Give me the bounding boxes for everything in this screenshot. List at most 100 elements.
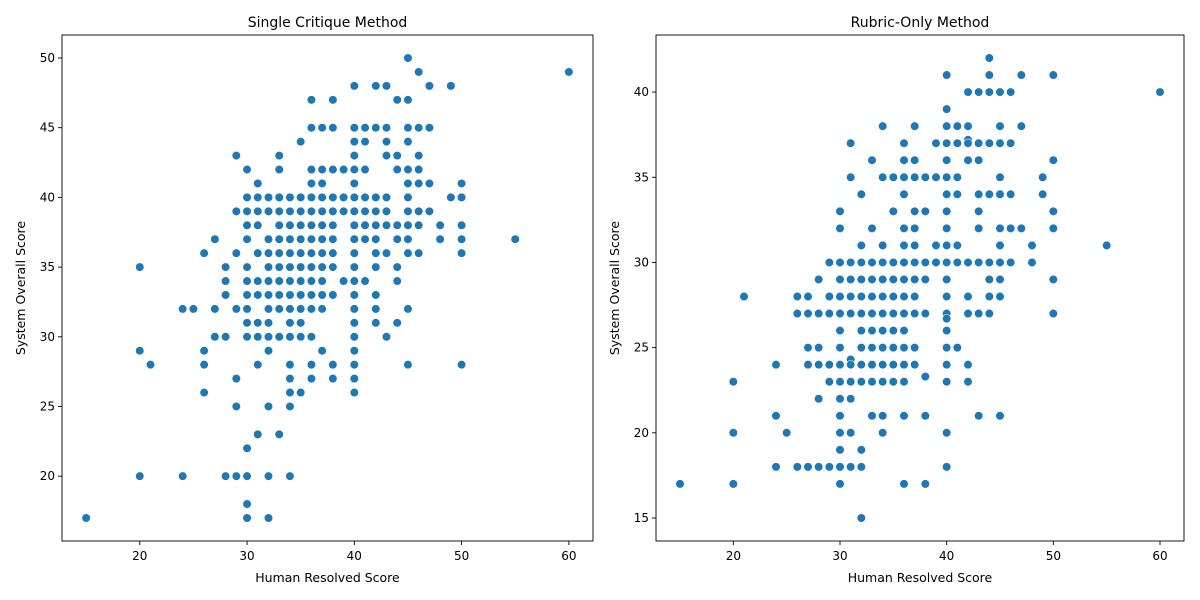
- data-point: [274, 234, 284, 244]
- data-point: [414, 220, 424, 230]
- data-point: [446, 192, 456, 202]
- data-point: [824, 291, 834, 302]
- data-point: [835, 223, 845, 233]
- data-point: [846, 428, 856, 438]
- data-point: [846, 377, 856, 387]
- data-point: [952, 172, 962, 182]
- data-point: [296, 387, 306, 398]
- data-point: [135, 262, 145, 272]
- data-point: [963, 121, 973, 131]
- data-point: [814, 308, 824, 319]
- data-point: [942, 325, 952, 336]
- data-point: [771, 462, 781, 472]
- data-point: [424, 178, 435, 189]
- data-point: [942, 155, 952, 165]
- data-point: [424, 81, 435, 91]
- data-point: [328, 374, 338, 384]
- data-point: [199, 360, 209, 370]
- data-point: [846, 138, 856, 148]
- data-point: [920, 308, 930, 319]
- data-point: [306, 290, 317, 300]
- data-point: [306, 206, 317, 216]
- data-point: [1016, 121, 1026, 131]
- data-point: [814, 360, 824, 370]
- data-point: [263, 276, 274, 286]
- data-point: [231, 206, 241, 216]
- data-point: [328, 234, 338, 244]
- data-point: [349, 248, 359, 258]
- data-point: [878, 257, 888, 268]
- data-point: [1016, 70, 1026, 80]
- data-point: [856, 513, 866, 523]
- data-point: [263, 304, 274, 314]
- y-tick-label: 45: [40, 121, 55, 135]
- x-tick-label: 40: [939, 549, 954, 563]
- data-point: [253, 220, 263, 230]
- x-tick-label: 60: [561, 549, 576, 563]
- data-point: [728, 377, 738, 387]
- data-point: [867, 343, 877, 353]
- data-point: [306, 374, 317, 384]
- data-point: [403, 220, 413, 230]
- data-point: [317, 304, 327, 314]
- data-point: [803, 291, 813, 302]
- data-point: [878, 308, 888, 319]
- data-point: [296, 276, 306, 286]
- y-tick-label: 20: [40, 469, 55, 483]
- data-point: [995, 274, 1005, 285]
- data-point: [835, 411, 845, 421]
- data-point: [306, 360, 317, 370]
- data-point: [242, 332, 252, 342]
- data-point: [920, 274, 930, 285]
- data-point: [317, 262, 327, 272]
- data-point: [371, 318, 381, 328]
- y-tick-label: 40: [634, 85, 649, 99]
- data-point: [317, 178, 327, 189]
- data-point: [899, 360, 909, 370]
- data-point: [253, 429, 263, 439]
- data-point: [392, 220, 402, 230]
- data-point: [931, 172, 941, 182]
- data-point: [371, 81, 381, 91]
- data-point: [242, 513, 252, 523]
- data-point: [835, 343, 845, 353]
- data-point: [381, 206, 392, 216]
- data-point: [285, 234, 295, 244]
- data-point: [888, 325, 898, 336]
- data-point: [942, 172, 952, 182]
- data-point: [296, 206, 306, 216]
- x-tick-label: 50: [1046, 549, 1061, 563]
- y-tick-label: 35: [634, 170, 649, 184]
- data-point: [317, 123, 327, 133]
- data-point: [242, 304, 252, 314]
- data-point: [414, 206, 424, 216]
- data-point: [1006, 87, 1016, 97]
- y-axis-ticks: 15 20 25 30 35 40: [634, 85, 656, 525]
- data-point: [1048, 206, 1058, 216]
- data-point: [360, 206, 370, 216]
- data-point: [360, 276, 370, 286]
- data-point: [403, 137, 413, 147]
- data-point: [984, 138, 994, 148]
- data-point: [242, 290, 252, 300]
- y-tick-label: 30: [634, 255, 649, 269]
- data-point: [274, 206, 284, 216]
- data-point: [296, 248, 306, 258]
- data-point: [878, 360, 888, 370]
- data-point: [888, 377, 898, 387]
- data-point: [263, 192, 274, 202]
- data-point: [878, 325, 888, 336]
- data-point: [349, 290, 359, 300]
- x-axis-label: Human Resolved Score: [848, 570, 993, 585]
- data-point: [414, 150, 424, 161]
- data-point: [878, 377, 888, 387]
- data-point: [835, 325, 845, 336]
- data-point: [856, 462, 866, 472]
- data-point: [306, 262, 317, 272]
- data-point: [242, 499, 252, 509]
- data-point: [328, 262, 338, 272]
- data-point: [210, 234, 220, 244]
- plot-frame: [61, 34, 594, 542]
- data-point: [899, 155, 909, 165]
